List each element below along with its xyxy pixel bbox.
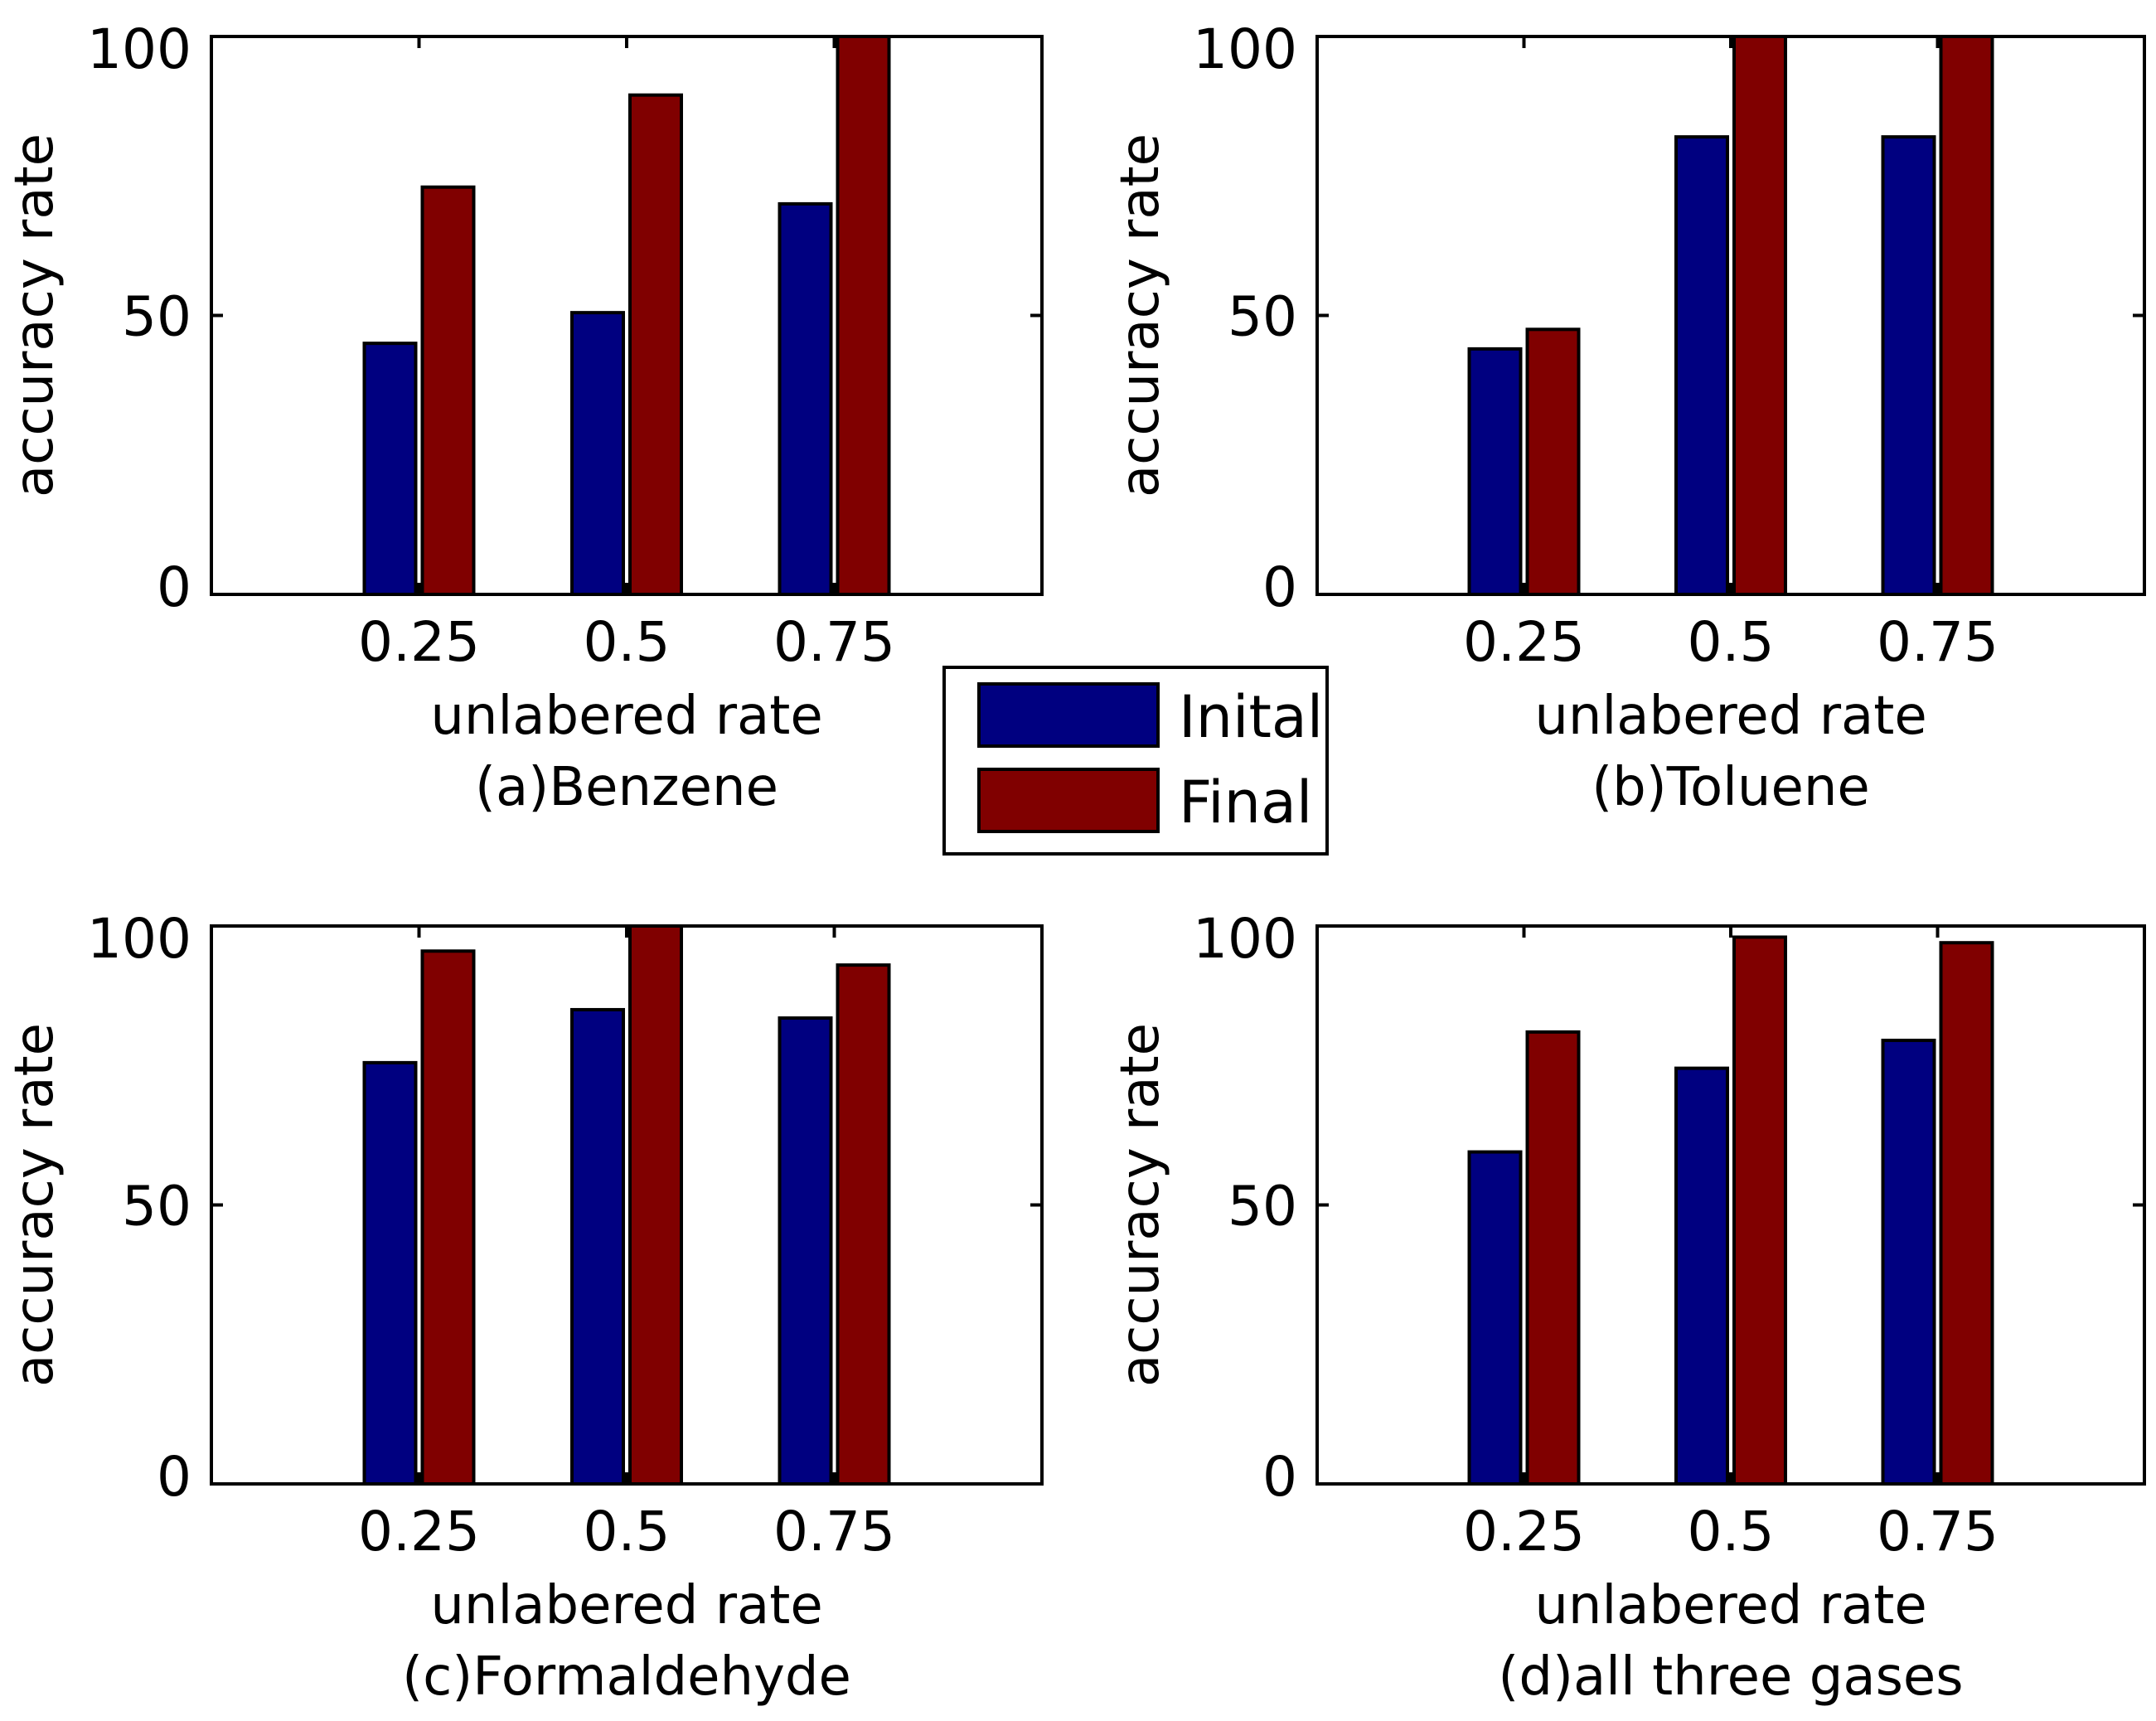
y-tick-label: 50 <box>122 285 191 349</box>
x-tick-label: 0.75 <box>773 1500 895 1563</box>
bar-inital-3 <box>1881 135 1936 596</box>
x-tick-label: 0.5 <box>584 1500 671 1563</box>
x-tick-label: 0.25 <box>1463 610 1585 674</box>
bar-inital-2 <box>570 1007 625 1486</box>
axes-frame <box>1315 924 2146 1486</box>
bar-final-1 <box>420 949 476 1486</box>
panel-4: 0 50 100 0.25 0.5 0.75 unlabered rate (d)all th… <box>1110 907 2146 1708</box>
bar-inital-1 <box>362 1060 418 1486</box>
x-tick-label: 0.25 <box>1463 1500 1585 1563</box>
x-tick-label: 0.75 <box>1877 610 1999 674</box>
y-axis-label: accuracy rate <box>1110 1023 1171 1387</box>
bar-final-3 <box>1939 941 1994 1486</box>
x-axis-label: unlabered rate <box>430 686 822 747</box>
legend: Inital Final <box>942 666 1329 856</box>
y-tick-label: 0 <box>1262 555 1297 619</box>
panel-2: 0 50 100 0.25 0.5 0.75 unlabered rate (b)Toluen… <box>1110 17 2146 818</box>
x-axis-label: unlabered rate <box>1534 1575 1926 1636</box>
x-tick-label: 0.75 <box>1877 1500 1999 1563</box>
bar-inital-1 <box>362 342 418 596</box>
x-axis-label: unlabered rate <box>430 1575 822 1636</box>
x-tick-label: 0.5 <box>1688 610 1775 674</box>
axes-frame <box>210 924 1044 1486</box>
panel-title: (c)Formaldehyde <box>402 1646 851 1708</box>
y-tick-label: 0 <box>157 555 191 619</box>
bar-final-3 <box>1939 35 1994 596</box>
y-tick-label: 50 <box>122 1175 191 1239</box>
axes-frame <box>1315 35 2146 596</box>
bar-final-1 <box>420 185 476 597</box>
x-tick-label: 0.25 <box>358 1500 480 1563</box>
bar-final-2 <box>628 924 683 1486</box>
bar-inital-3 <box>778 1016 833 1486</box>
bar-final-3 <box>836 35 891 596</box>
panels: 0 50 100 0.25 0.5 0.75 unlabered rate (a)Benzen… <box>4 17 2146 1708</box>
y-tick-label: 100 <box>87 17 191 81</box>
axes-frame <box>210 35 1044 596</box>
y-tick-label: 50 <box>1228 285 1297 349</box>
legend-label-final: Final <box>1179 768 1312 836</box>
y-tick-label: 50 <box>1228 1175 1297 1239</box>
bar-final-1 <box>1525 1030 1581 1486</box>
y-axis-label: accuracy rate <box>1110 133 1171 497</box>
y-tick-label: 100 <box>1193 17 1297 81</box>
bar-inital-3 <box>778 201 833 596</box>
panel-title: (b)Toluene <box>1592 757 1870 818</box>
bar-inital-2 <box>1674 1066 1729 1486</box>
x-tick-label: 0.25 <box>358 610 480 674</box>
y-tick-label: 0 <box>1262 1445 1297 1509</box>
bar-final-3 <box>836 963 891 1486</box>
bar-final-2 <box>1732 35 1787 596</box>
bar-inital-3 <box>1881 1038 1936 1486</box>
y-tick-label: 100 <box>1193 907 1297 971</box>
legend-swatch-inital <box>977 682 1160 748</box>
y-tick-label: 0 <box>157 1445 191 1509</box>
x-axis-label: unlabered rate <box>1534 686 1926 747</box>
y-tick-label: 100 <box>87 907 191 971</box>
bar-inital-1 <box>1467 1150 1523 1486</box>
bar-inital-2 <box>570 311 625 596</box>
y-axis-label: accuracy rate <box>4 133 65 497</box>
legend-swatch-final <box>977 768 1160 833</box>
bar-final-2 <box>1732 935 1787 1486</box>
legend-label-inital: Inital <box>1179 683 1323 751</box>
bar-final-1 <box>1525 327 1581 596</box>
x-tick-label: 0.5 <box>1688 1500 1775 1563</box>
bar-inital-2 <box>1674 135 1729 596</box>
x-tick-label: 0.5 <box>584 610 671 674</box>
x-tick-label: 0.75 <box>773 610 895 674</box>
panel-1: 0 50 100 0.25 0.5 0.75 unlabered rate (a)Benzen… <box>4 17 1044 818</box>
y-axis-label: accuracy rate <box>4 1023 65 1387</box>
panel-title: (a)Benzene <box>475 757 778 818</box>
panel-3: 0 50 100 0.25 0.5 0.75 unlabered rate (c)Formal… <box>4 907 1044 1708</box>
panel-title: (d)all three gases <box>1498 1646 1963 1708</box>
bar-inital-1 <box>1467 347 1523 596</box>
bar-final-2 <box>628 93 683 597</box>
